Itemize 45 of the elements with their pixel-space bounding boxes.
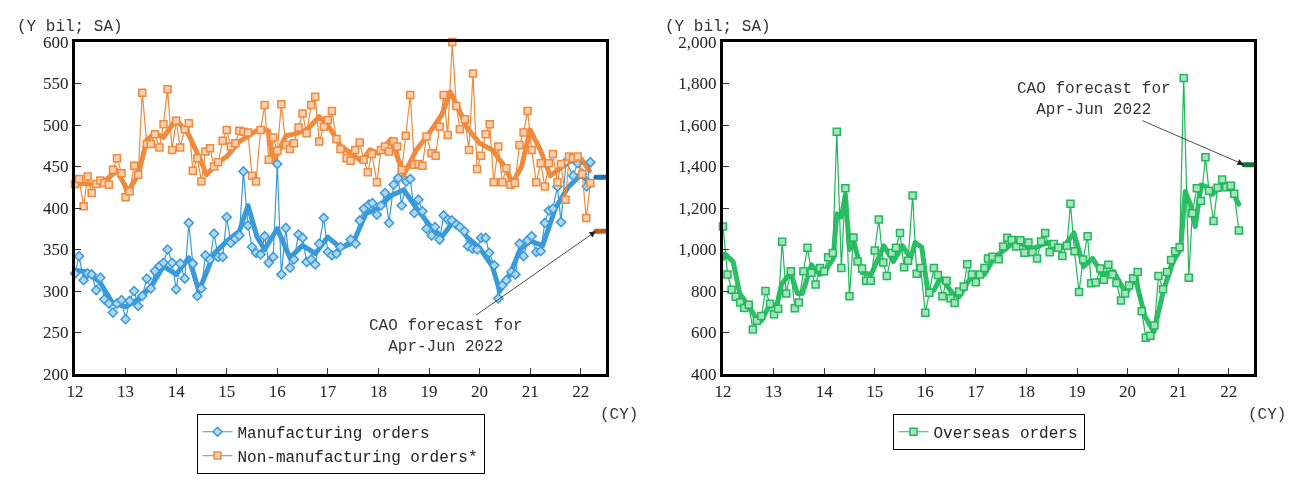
y-tick-label: 1,200	[678, 198, 717, 218]
y-tick-label: 450	[43, 157, 69, 177]
y-tick-label: 1,400	[678, 157, 717, 177]
y-tick-label: 400	[43, 198, 69, 218]
x-axis-title: (CY)	[1248, 406, 1287, 424]
annotation: CAO forecast for Apr-Jun 2022	[369, 317, 523, 356]
y-tick-label: 550	[43, 74, 69, 94]
x-tick-label: 20	[471, 382, 489, 402]
x-tick-label: 17	[319, 382, 337, 402]
x-tick-label: 20	[1119, 382, 1137, 402]
x-tick-label: 13	[117, 382, 135, 402]
y-tick-label: 800	[691, 281, 717, 301]
y-tick-label: 1,600	[678, 115, 717, 135]
x-tick-label: 17	[967, 382, 985, 402]
y-tick-label: 400	[691, 364, 717, 384]
annotation: CAO forecast for Apr-Jun 2022	[1017, 80, 1171, 119]
x-tick-label: 18	[1017, 382, 1035, 402]
x-tick-label: 19	[420, 382, 438, 402]
y-tick-label: 500	[43, 115, 69, 135]
x-tick-label: 14	[815, 382, 834, 402]
x-tick-label: 22	[1220, 382, 1238, 402]
x-tick-label: 12	[66, 382, 84, 402]
x-tick-label: 21	[521, 382, 539, 402]
x-tick-label: 15	[866, 382, 884, 402]
x-tick-label: 14	[167, 382, 186, 402]
y-tick-label: 250	[43, 323, 69, 343]
x-tick-label: 18	[369, 382, 387, 402]
y-tick-label: 1,800	[678, 74, 717, 94]
y-tick-label: 600	[691, 323, 717, 343]
x-tick-label: 16	[268, 382, 286, 402]
x-tick-label: 13	[765, 382, 783, 402]
y-tick-label: 350	[43, 240, 69, 260]
y-tick-label: 1,000	[678, 240, 717, 260]
y-tick-label: 200	[43, 364, 69, 384]
y-tick-label: 300	[43, 281, 69, 301]
x-tick-label: 15	[218, 382, 236, 402]
x-tick-label: 22	[572, 382, 590, 402]
x-tick-label: 19	[1068, 382, 1086, 402]
x-tick-label: 16	[916, 382, 934, 402]
x-axis-title: (CY)	[600, 406, 639, 424]
x-tick-label: 12	[714, 382, 732, 402]
legend-label: Non-manufacturing orders*	[237, 448, 478, 467]
legend-label: Overseas orders	[933, 424, 1078, 443]
legend-label: Manufacturing orders	[237, 424, 430, 443]
x-tick-label: 21	[1169, 382, 1187, 402]
